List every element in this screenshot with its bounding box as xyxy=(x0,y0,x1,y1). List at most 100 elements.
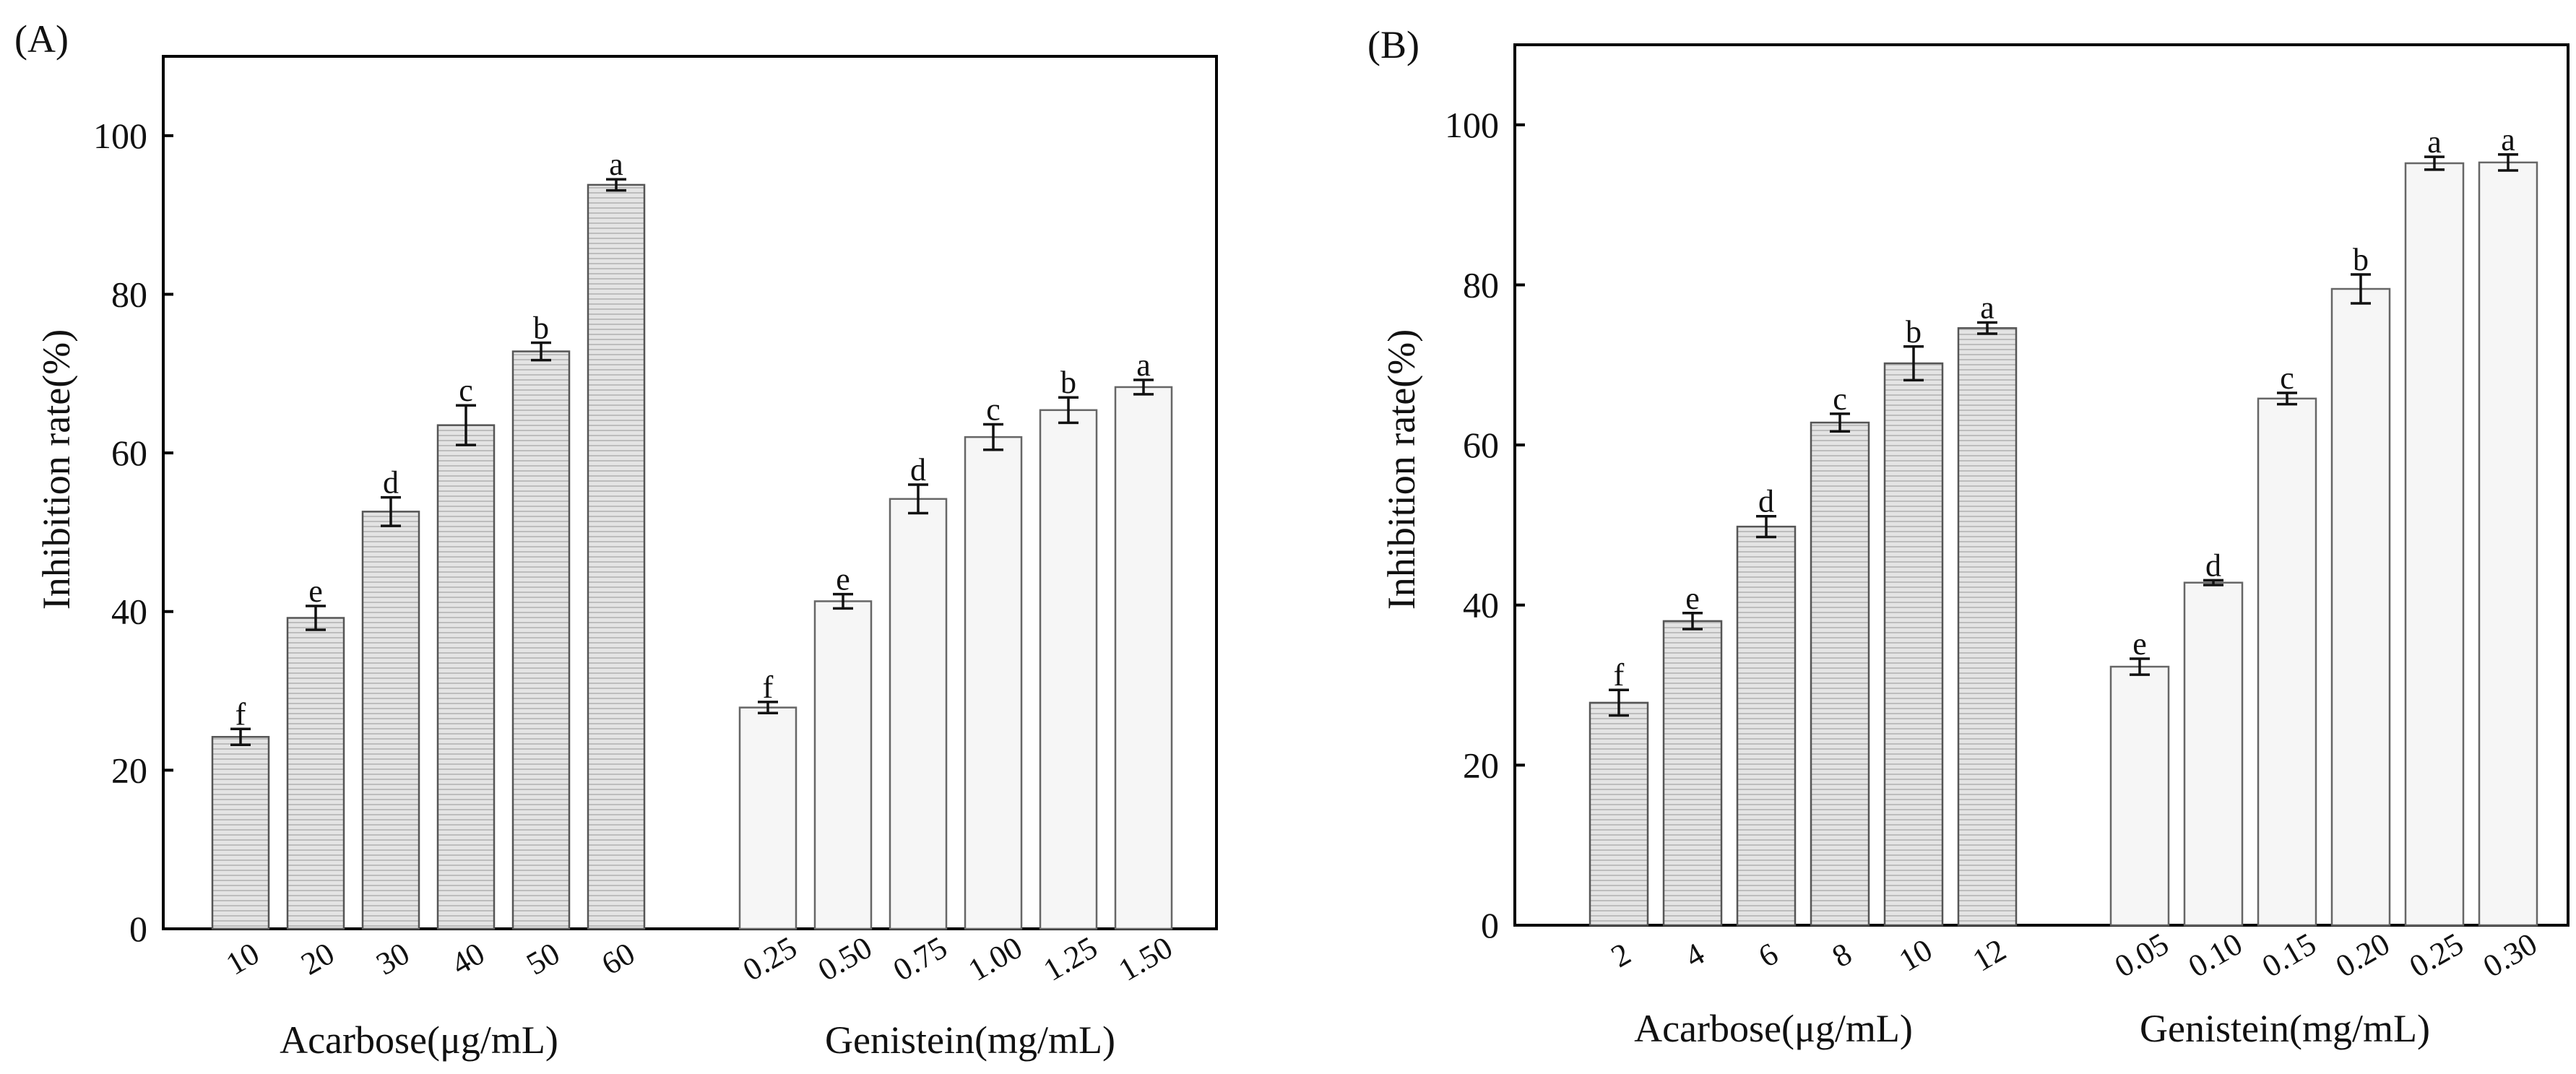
error-bar xyxy=(908,483,928,515)
bar xyxy=(1883,362,1944,927)
significance-letter: f xyxy=(235,696,246,732)
error-bar xyxy=(2351,273,2371,305)
error-bar xyxy=(1756,514,1776,539)
significance-letter: b xyxy=(1906,314,1922,350)
error-bar xyxy=(1830,412,1850,433)
bar xyxy=(2330,287,2391,927)
bar xyxy=(1589,701,1649,927)
significance-letter: d xyxy=(383,465,399,501)
y-tick-label: 20 xyxy=(1463,745,1499,785)
x-tick-label: 0.15 xyxy=(2256,926,2322,984)
panel-a-y-axis-label: Inhibition rate(%) xyxy=(35,329,78,610)
bar xyxy=(587,183,646,930)
error-bar xyxy=(230,727,251,746)
error-bar xyxy=(606,178,626,192)
significance-letter: b xyxy=(1060,365,1076,400)
bar xyxy=(286,617,345,930)
significance-letter: e xyxy=(2132,626,2147,662)
y-tick-label: 60 xyxy=(111,433,147,473)
x-tick-label: 40 xyxy=(445,935,490,982)
x-tick-label: 0.25 xyxy=(2403,926,2469,984)
x-tick-label: 0.20 xyxy=(2330,926,2395,984)
error-bar xyxy=(381,495,401,527)
panel-a-plot-frame xyxy=(162,55,1218,930)
panel-b-plot-frame xyxy=(1513,43,2569,927)
bar xyxy=(2257,397,2317,927)
significance-letter: d xyxy=(1758,484,1774,519)
x-tick-label: 8 xyxy=(1826,936,1858,974)
significance-letter: d xyxy=(2205,547,2221,583)
significance-letter: c xyxy=(459,373,473,408)
bar xyxy=(1662,620,1723,927)
significance-letter: b xyxy=(533,310,549,345)
panel-a-group-label-acarbose: Acarbose(μg/mL) xyxy=(280,1018,558,1062)
y-tick-label: 20 xyxy=(111,750,147,790)
y-tick-label: 0 xyxy=(129,909,147,949)
error-bar xyxy=(2203,579,2223,586)
significance-letter: c xyxy=(1833,381,1847,417)
significance-letter: a xyxy=(1136,347,1151,383)
error-bar xyxy=(1609,688,1629,717)
bar xyxy=(211,735,270,930)
error-bar xyxy=(1682,612,1703,631)
bar xyxy=(511,350,571,930)
panel-a-y-axis: 0 20 40 60 80 100 xyxy=(93,116,173,949)
significance-letter: e xyxy=(308,573,323,609)
panel-b: (B) Inhibition rate(%) 0 20 40 60 80 100 f e d c… xyxy=(1367,23,2569,1050)
bar xyxy=(2404,162,2465,927)
x-tick-label: 1.50 xyxy=(1112,930,1178,988)
x-tick-label: 0.10 xyxy=(2182,926,2248,984)
error-bar xyxy=(1133,378,1154,396)
significance-letter: e xyxy=(836,562,850,597)
bar xyxy=(1810,421,1870,927)
y-tick-label: 60 xyxy=(1463,425,1499,465)
error-bar xyxy=(758,701,778,715)
x-tick-label: 4 xyxy=(1679,936,1711,974)
bar xyxy=(1957,327,2018,927)
bar xyxy=(2478,161,2538,927)
significance-letter: a xyxy=(609,147,623,182)
x-tick-label: 0.05 xyxy=(2109,926,2174,984)
x-tick-label: 2 xyxy=(1605,936,1637,974)
panel-b-x-axis: 2 4 6 8 10 12 0.05 0.10 0.15 0.20 0.25 0.30 xyxy=(1605,926,2543,984)
error-bar xyxy=(456,404,476,446)
significance-letter: a xyxy=(2501,122,2515,157)
bar xyxy=(1114,386,1173,930)
panel-a-title: (A) xyxy=(14,17,69,61)
bar xyxy=(361,511,420,930)
x-tick-label: 10 xyxy=(1893,932,1938,978)
x-tick-label: 1.00 xyxy=(962,930,1028,988)
panel-b-y-axis: 0 20 40 60 80 100 xyxy=(1445,105,1525,945)
y-tick-label: 80 xyxy=(111,274,147,314)
y-tick-label: 80 xyxy=(1463,264,1499,305)
x-tick-label: 10 xyxy=(220,935,265,982)
error-bar xyxy=(1977,321,1997,335)
panel-b-y-axis-label: Inhibition rate(%) xyxy=(1380,329,1423,610)
x-tick-label: 50 xyxy=(520,935,566,982)
panel-a-x-axis: 10 20 30 40 50 60 0.25 0.50 0.75 1.00 1.25 1.50 xyxy=(220,930,1178,988)
bar xyxy=(813,600,873,930)
x-tick-label: 60 xyxy=(595,935,641,982)
panel-a: (A) Inhibition rate(%) 0 20 40 60 80 100 f e d c… xyxy=(14,17,1218,1062)
panel-a-bars: f e d c b a f e d c b a xyxy=(211,147,1173,930)
y-tick-label: 40 xyxy=(111,592,147,632)
significance-letter: f xyxy=(763,670,774,705)
error-bar xyxy=(2424,155,2445,171)
bar xyxy=(1039,409,1098,930)
x-tick-label: 30 xyxy=(370,935,415,982)
panel-a-group-label-genistein: Genistein(mg/mL) xyxy=(825,1018,1115,1062)
y-tick-label: 0 xyxy=(1481,905,1499,945)
x-tick-label: 0.50 xyxy=(812,930,878,988)
bar xyxy=(1736,525,1797,927)
significance-letter: b xyxy=(2353,242,2369,277)
error-bar xyxy=(2498,153,2518,172)
x-tick-label: 0.75 xyxy=(887,930,953,988)
bar xyxy=(738,706,798,930)
significance-letter: a xyxy=(2427,124,2442,160)
bar xyxy=(2109,665,2170,927)
x-tick-label: 1.25 xyxy=(1037,930,1103,988)
x-tick-label: 6 xyxy=(1752,936,1784,974)
error-bar xyxy=(2277,391,2297,406)
panel-b-title: (B) xyxy=(1367,23,1419,66)
